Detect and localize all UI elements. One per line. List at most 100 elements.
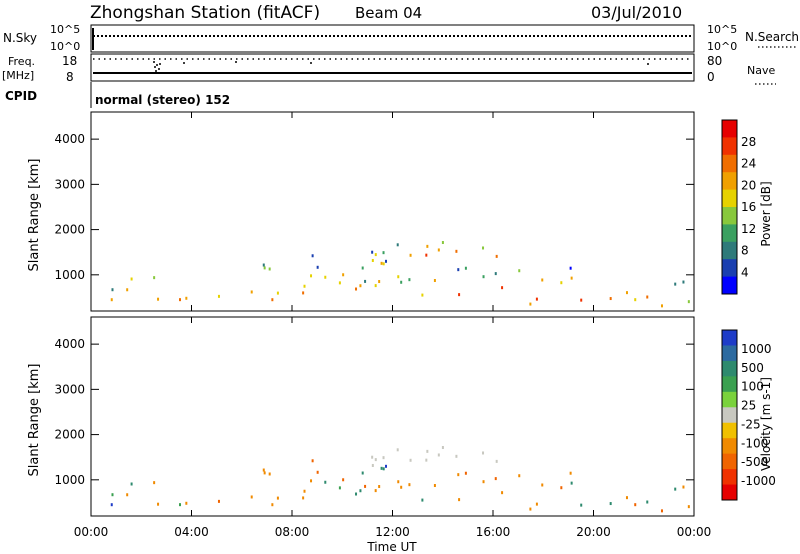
freq-tick-high: 18 (62, 54, 77, 68)
velocity-cell (457, 473, 460, 477)
velocity-cell (464, 471, 467, 475)
power-cell (421, 293, 424, 297)
velocity-cell (458, 498, 461, 502)
colorbar-tick-label: 4 (741, 265, 749, 279)
velocity-cell (569, 471, 572, 475)
velocity-cell (609, 502, 612, 506)
nave-label: Nave (747, 64, 775, 77)
colorbar-tick-label: 100 (741, 380, 764, 394)
velocity-cell (426, 449, 429, 453)
power-cell (425, 253, 428, 257)
colorbar-tick-label: -1000 (741, 474, 776, 488)
velocity-cell (342, 478, 345, 482)
velocity-cell (482, 480, 485, 484)
power-cell (569, 266, 572, 270)
cpid-text: normal (stereo) 152 (95, 93, 230, 107)
nsky-panel (90, 24, 695, 53)
power-cell (130, 277, 133, 281)
colorbar-tick-label: 24 (741, 157, 756, 171)
power-cell (371, 250, 374, 254)
power-cell (687, 300, 690, 304)
power-cell (535, 297, 538, 301)
colorbar-swatch (722, 207, 737, 225)
velocity-cell (541, 483, 544, 487)
power-cell (263, 266, 266, 270)
power-cell (179, 298, 182, 302)
freq-unit: [MHz] (2, 69, 34, 82)
velocity-cell (378, 485, 381, 489)
colorbar-tick-label: 1000 (741, 342, 772, 356)
nave-tick-high: 80 (707, 54, 722, 68)
velocity-cell (303, 489, 306, 493)
velocity-cell (371, 463, 374, 467)
power-cell (338, 281, 341, 285)
power-cell (482, 275, 485, 279)
power-cell (455, 249, 458, 253)
velocity-cell (482, 451, 485, 455)
y-tick-label: 1000 (54, 473, 85, 487)
power-cell (126, 288, 129, 292)
velocity-cbar-label: Velocity [m s-1] (759, 377, 773, 471)
beam-label: Beam 04 (355, 4, 422, 22)
power-cell (646, 295, 649, 299)
velocity-cell (126, 493, 129, 497)
power-cell (262, 263, 265, 267)
velocity-cell (494, 477, 497, 481)
colorbar-swatch (722, 422, 737, 439)
velocity-cell (408, 483, 411, 487)
colorbar-swatch (722, 438, 737, 455)
velocity-cell (518, 474, 521, 478)
y-tick-label: 2000 (54, 428, 85, 442)
nsearch-tick-low: 10^0 (707, 40, 737, 53)
velocity-cell (110, 503, 113, 507)
velocity-cell (501, 491, 504, 495)
velocity-cell (217, 499, 220, 503)
velocity-cell (455, 454, 458, 458)
power-cell (153, 276, 156, 280)
velocity-cell (302, 496, 305, 500)
power-cell (609, 297, 612, 301)
colorbar-tick-label: 16 (741, 200, 756, 214)
colorbar-swatch (722, 241, 737, 260)
power-cell (378, 280, 381, 284)
colorbar-swatch (722, 469, 737, 486)
velocity-cell (250, 495, 253, 499)
power-cell (374, 284, 377, 288)
velocity-cell (560, 486, 563, 490)
nave-tick-low: 0 (707, 70, 715, 84)
power-cell (311, 254, 314, 258)
power-cell (111, 288, 114, 292)
colorbar-frame (721, 329, 738, 501)
power-cell (625, 291, 628, 295)
x-tick-label: 04:00 (174, 525, 209, 539)
x-axis-label: Time UT (366, 540, 417, 554)
velocity-cell (185, 501, 188, 505)
colorbar-tick-label: -25 (741, 417, 761, 431)
velocity-cell (179, 503, 182, 507)
x-tick-label: 20:00 (576, 525, 611, 539)
velocity-cell (409, 458, 412, 462)
y-tick-label: 4000 (54, 132, 85, 146)
velocity-y-label: Slant Range [km] (27, 364, 42, 477)
colorbar-tick-label: -100 (741, 436, 768, 450)
power-cell (110, 298, 113, 302)
velocity-cell (380, 466, 383, 470)
velocity-cell (355, 492, 358, 496)
velocity-cell (157, 502, 160, 506)
velocity-cell (646, 500, 649, 504)
colorbar-tick-label: 20 (741, 178, 756, 192)
power-cell (157, 297, 160, 301)
velocity-cell (311, 459, 314, 463)
nsearch-tick-high: 10^5 (707, 23, 737, 36)
velocity-cell (400, 485, 403, 489)
y-tick-label: 2000 (54, 223, 85, 237)
velocity-cell (437, 453, 440, 457)
colorbar-tick-label: 8 (741, 244, 749, 258)
velocity-cell (441, 446, 444, 450)
power-cell (570, 276, 573, 280)
power-y-axis: 1000 2000 3000 4000 (54, 132, 694, 282)
velocity-cell (425, 458, 428, 462)
velocity-cell (324, 480, 327, 484)
velocity-cell (570, 481, 573, 485)
power-cell (355, 287, 358, 291)
